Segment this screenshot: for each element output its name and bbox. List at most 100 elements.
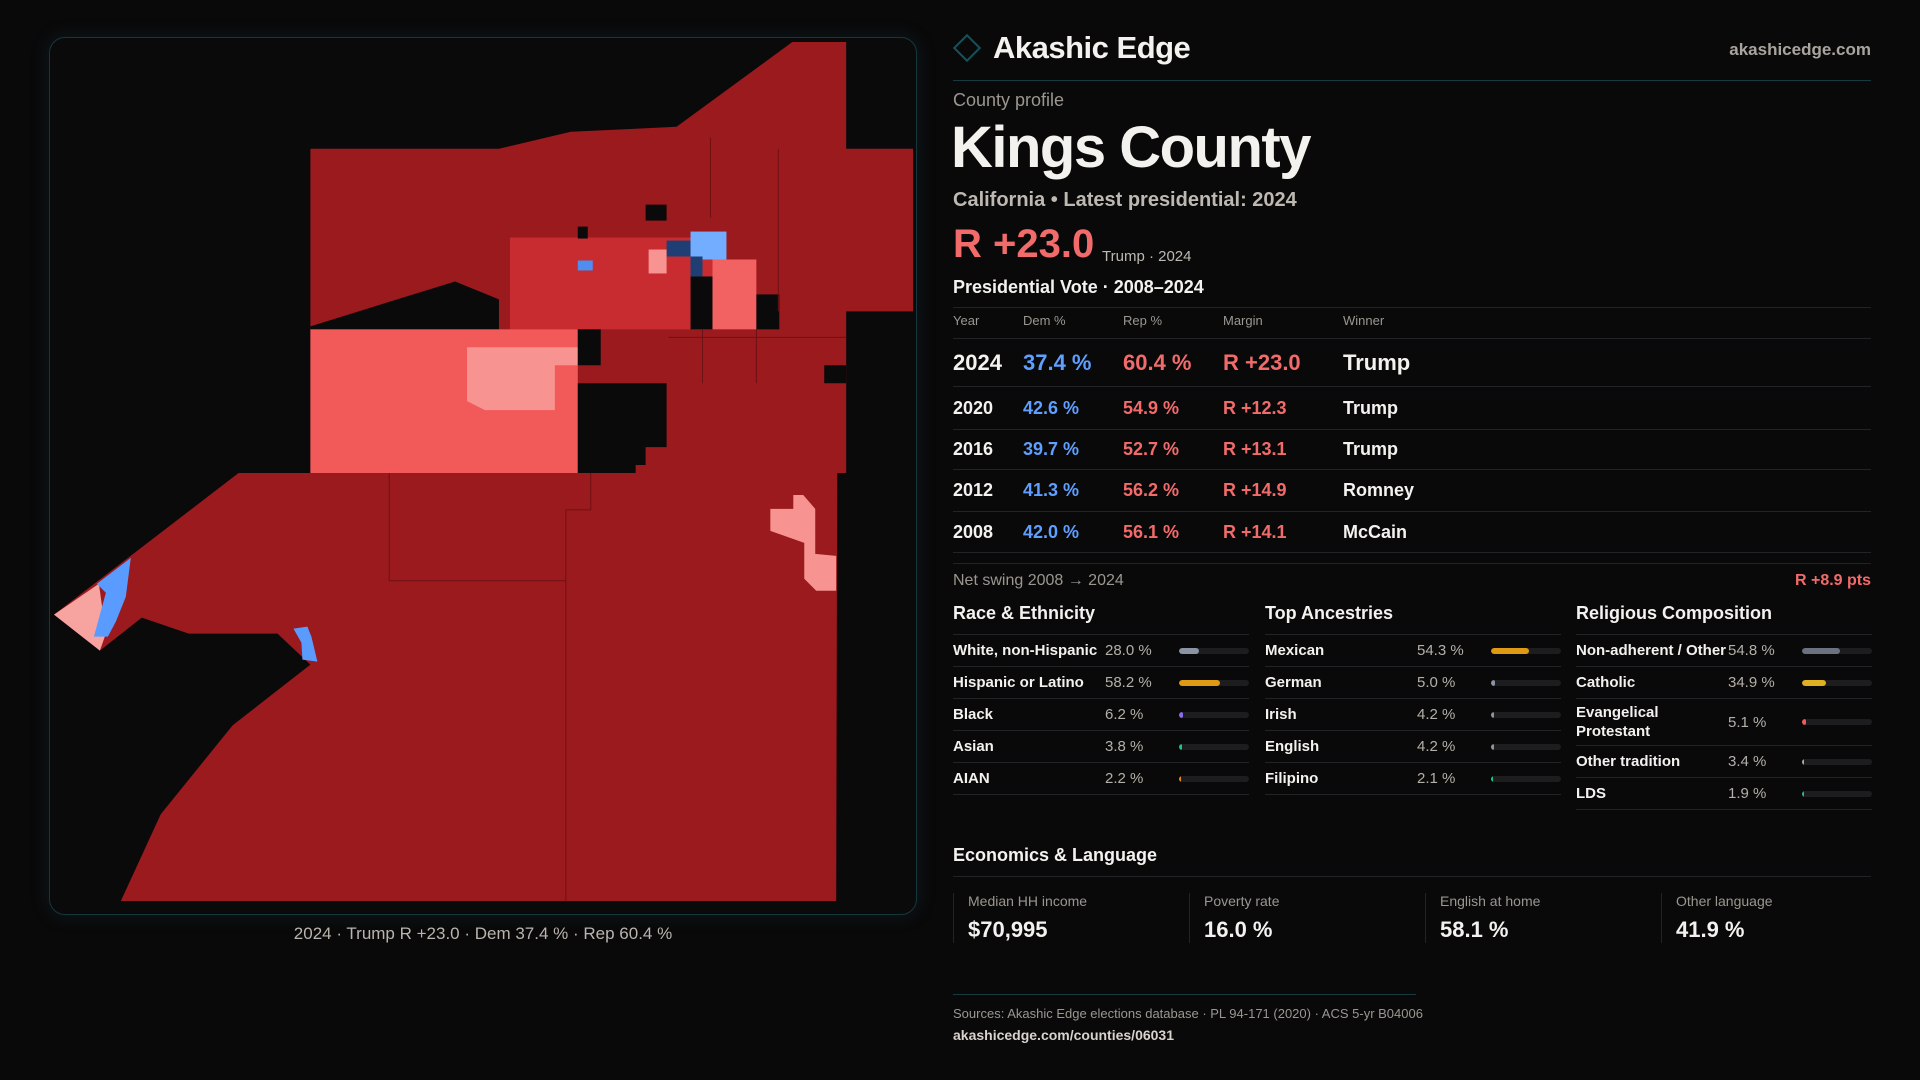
row-percent: 6.2 % <box>1105 706 1144 723</box>
row-label: Hispanic or Latino <box>953 674 1084 691</box>
map-region-light-r[interactable] <box>467 347 578 411</box>
brand-logo[interactable]: Akashic Edge <box>952 30 1191 66</box>
precinct-map-svg <box>53 42 914 902</box>
site-link[interactable]: akashicedge.com <box>1729 40 1871 59</box>
stat-value: $70,995 <box>968 917 1048 942</box>
map-void <box>645 204 667 221</box>
page-subtitle: California • Latest presidential: 2024 <box>953 189 1297 211</box>
cell-dem: 42.0 % <box>1023 521 1080 542</box>
map-region-dem[interactable] <box>93 557 131 637</box>
percent-bar <box>1179 775 1249 782</box>
percent-bar <box>1491 743 1561 750</box>
map-region-light-r[interactable] <box>53 583 106 651</box>
row-label: German <box>1265 674 1322 691</box>
stat-row: German 5.0 % <box>1265 667 1561 699</box>
map-region-dem-strong[interactable] <box>690 256 703 277</box>
page-title: Kings County <box>951 115 1311 180</box>
percent-bar <box>1491 679 1561 686</box>
percent-bar-fill <box>1179 743 1182 750</box>
row-label: Catholic <box>1576 674 1636 691</box>
percent-bar <box>1179 743 1249 750</box>
cell-year: 2008 <box>953 521 994 542</box>
section-title: Top Ancestries <box>1265 603 1561 635</box>
map-void <box>577 226 588 239</box>
stat-row: Filipino 2.1 % <box>1265 763 1561 795</box>
cell-margin: R +23.0 <box>1223 349 1301 375</box>
header-divider <box>953 80 1871 81</box>
map-void <box>577 329 601 366</box>
map-caption: 2024 · Trump R +23.0 · Dem 37.4 % · Rep … <box>293 924 673 943</box>
percent-bar <box>1491 647 1561 654</box>
percent-bar-fill <box>1179 775 1181 782</box>
vote-section-title: Presidential Vote · 2008–2024 <box>953 277 1204 297</box>
percent-bar-fill <box>1802 790 1804 797</box>
percent-bar-fill <box>1179 711 1184 718</box>
col-winner: Winner <box>1343 313 1385 328</box>
cell-winner: Trump <box>1343 439 1399 459</box>
stat-row: LDS 1.9 % <box>1576 778 1872 810</box>
cell-dem: 37.4 % <box>1023 349 1092 375</box>
percent-bar-fill <box>1802 647 1841 654</box>
row-label: Evangelical Protestant <box>1576 704 1659 740</box>
percent-bar <box>1802 790 1872 797</box>
vote-row-2012[interactable]: 2012 41.3 % 56.2 % R +14.9 Romney <box>953 470 1871 512</box>
map-region-dem[interactable] <box>690 231 727 260</box>
cell-rep: 56.2 % <box>1123 480 1180 500</box>
vote-row-2016[interactable]: 2016 39.7 % 52.7 % R +13.1 Trump <box>953 430 1871 470</box>
row-label: AIAN <box>953 770 990 787</box>
row-label: English <box>1265 738 1320 755</box>
percent-bar <box>1179 711 1249 718</box>
row-label: LDS <box>1576 785 1606 802</box>
stat-label: Poverty rate <box>1204 893 1280 909</box>
row-percent: 2.1 % <box>1417 770 1456 787</box>
row-label: Irish <box>1265 706 1297 723</box>
row-percent: 28.0 % <box>1105 642 1152 659</box>
row-percent: 3.8 % <box>1105 738 1144 755</box>
map-region-light-r[interactable] <box>648 249 667 274</box>
vote-row-2024[interactable]: 2024 37.4 % 60.4 % R +23.0 Trump <box>953 339 1871 387</box>
cell-rep: 54.9 % <box>1123 398 1180 418</box>
county-link[interactable]: akashicedge.com/counties/06031 <box>953 1027 1174 1043</box>
cell-winner: Trump <box>1343 349 1411 375</box>
county-map[interactable] <box>49 37 917 915</box>
map-region-dem[interactable] <box>577 260 593 271</box>
col-dem: Dem % <box>1023 313 1066 328</box>
row-percent: 34.9 % <box>1728 674 1775 691</box>
row-label: Mexican <box>1265 642 1325 659</box>
cell-dem: 39.7 % <box>1023 439 1080 459</box>
religion-panel: Religious Composition Non-adherent / Othe… <box>1576 603 1872 810</box>
latest-margin-detail: Trump · 2024 <box>1102 248 1192 265</box>
vote-row-2008[interactable]: 2008 42.0 % 56.1 % R +14.1 McCain <box>953 512 1871 553</box>
map-void <box>756 294 780 330</box>
row-label: Filipino <box>1265 770 1319 787</box>
cell-rep: 56.1 % <box>1123 521 1180 542</box>
stat-row: Catholic 34.9 % <box>1576 667 1872 699</box>
row-percent: 3.4 % <box>1728 753 1767 770</box>
stat-row: Black 6.2 % <box>953 699 1249 731</box>
race-ethnicity-panel: Race & Ethnicity White, non-Hispanic 28.0 … <box>953 603 1249 795</box>
stat-row: Other tradition 3.4 % <box>1576 746 1872 778</box>
divider <box>953 338 1871 339</box>
vote-table-header: Year Dem % Rep % Margin Winner <box>953 313 1871 328</box>
stat-label: English at home <box>1440 893 1541 909</box>
latest-margin: R +23.0 <box>953 222 1095 266</box>
divider <box>953 307 1871 308</box>
vote-row-2020[interactable]: 2020 42.6 % 54.9 % R +12.3 Trump <box>953 388 1871 430</box>
stat-row: English 4.2 % <box>1265 731 1561 763</box>
row-percent: 4.2 % <box>1417 706 1456 723</box>
map-region-light-r[interactable] <box>770 494 837 591</box>
section-title: Race & Ethnicity <box>953 603 1249 635</box>
map-region-dem-strong[interactable] <box>666 240 691 257</box>
row-percent: 54.3 % <box>1417 642 1464 659</box>
cell-dem: 41.3 % <box>1023 480 1080 500</box>
col-margin: Margin <box>1223 313 1263 328</box>
map-boundaries <box>388 137 847 902</box>
map-region-tilt-r[interactable] <box>712 259 757 330</box>
row-label: White, non-Hispanic <box>953 642 1098 659</box>
cell-winner: McCain <box>1343 521 1408 542</box>
net-swing-value: R +8.9 pts <box>1794 572 1871 589</box>
map-void <box>577 383 667 474</box>
percent-bar <box>1179 679 1249 686</box>
map-region-dem[interactable] <box>293 626 318 662</box>
row-percent: 54.8 % <box>1728 642 1775 659</box>
